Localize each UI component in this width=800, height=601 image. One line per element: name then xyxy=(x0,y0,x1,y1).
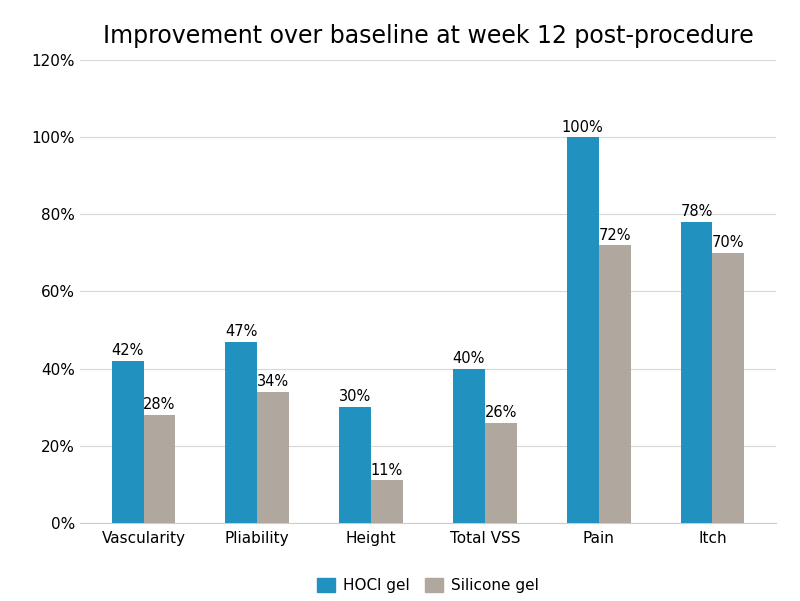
Title: Improvement over baseline at week 12 post-procedure: Improvement over baseline at week 12 pos… xyxy=(102,25,754,49)
Bar xyxy=(258,392,289,523)
Text: 100%: 100% xyxy=(562,120,604,135)
Bar xyxy=(371,480,403,523)
Text: 11%: 11% xyxy=(371,463,403,478)
Text: 40%: 40% xyxy=(453,351,485,366)
Bar xyxy=(567,137,598,523)
Bar xyxy=(598,245,630,523)
Text: 47%: 47% xyxy=(225,324,258,339)
Bar xyxy=(681,222,713,523)
Text: 30%: 30% xyxy=(339,389,371,404)
Bar xyxy=(453,368,485,523)
Text: 78%: 78% xyxy=(680,204,713,219)
Text: 26%: 26% xyxy=(485,405,517,420)
Text: 42%: 42% xyxy=(111,343,144,358)
Bar xyxy=(713,253,744,523)
Bar xyxy=(485,423,517,523)
Bar xyxy=(143,415,175,523)
Text: 34%: 34% xyxy=(257,374,290,389)
Bar xyxy=(339,407,371,523)
Text: 70%: 70% xyxy=(712,235,745,250)
Text: 72%: 72% xyxy=(598,228,631,243)
Text: 28%: 28% xyxy=(143,397,176,412)
Bar xyxy=(112,361,143,523)
Bar xyxy=(226,341,258,523)
Legend: HOCl gel, Silicone gel: HOCl gel, Silicone gel xyxy=(311,572,545,599)
